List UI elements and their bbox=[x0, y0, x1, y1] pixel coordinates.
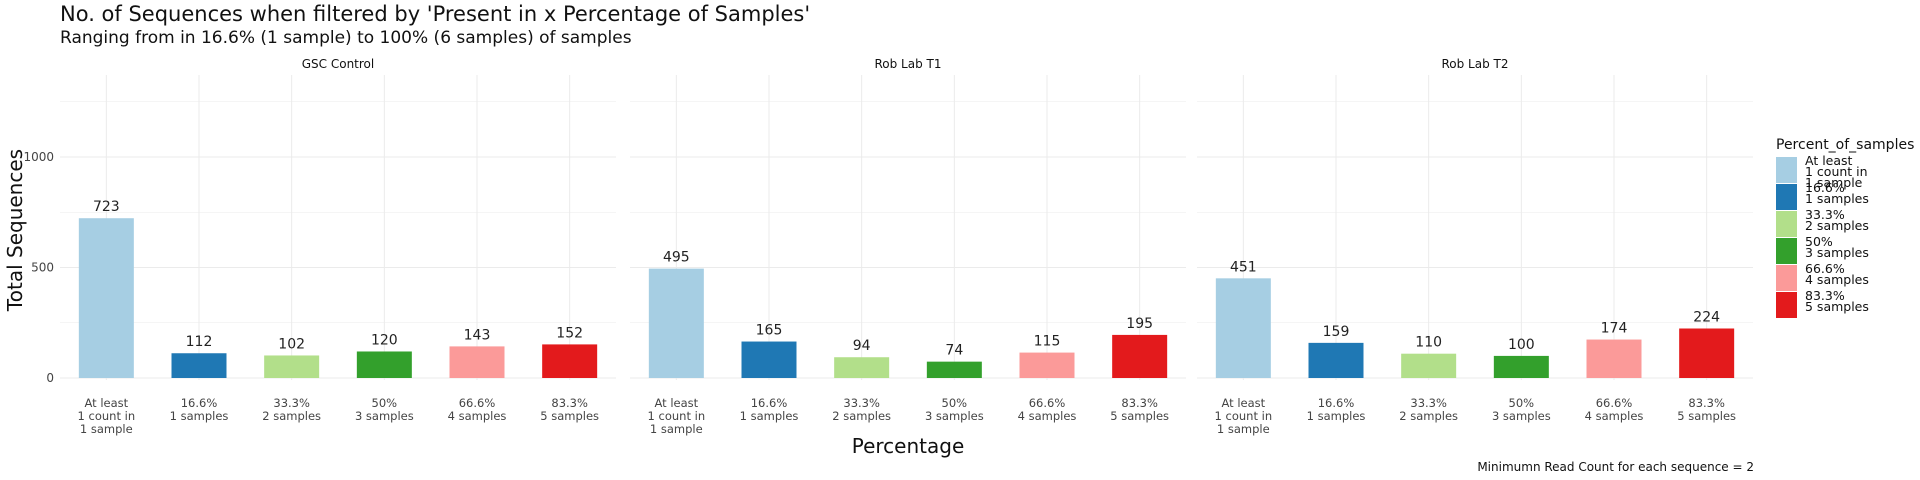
legend-key bbox=[1776, 265, 1797, 291]
y-tick-label: 500 bbox=[31, 261, 54, 275]
bar bbox=[264, 355, 320, 378]
x-tick-label: At least 1 count in 1 sample bbox=[648, 396, 706, 436]
bar bbox=[926, 361, 982, 378]
legend-item: 16.6% 1 samples bbox=[1776, 180, 1914, 211]
bar-value-label: 112 bbox=[186, 334, 213, 350]
bar bbox=[78, 218, 134, 378]
x-tick-label: 83.3% 5 samples bbox=[1110, 396, 1169, 423]
x-tick-label: 66.6% 4 samples bbox=[1585, 396, 1644, 423]
x-tick-label: 66.6% 4 samples bbox=[1018, 396, 1077, 423]
legend-label: 66.6% 4 samples bbox=[1805, 261, 1869, 287]
bar-value-label: 165 bbox=[756, 323, 783, 339]
legend-items: At least 1 count in 1 sample 16.6% 1 samp… bbox=[1776, 154, 1914, 319]
bar-value-label: 159 bbox=[1323, 324, 1350, 340]
bar bbox=[648, 268, 704, 378]
bar bbox=[449, 346, 505, 378]
x-tick-label: At least 1 count in 1 sample bbox=[78, 396, 136, 436]
x-tick-label: 33.3% 2 samples bbox=[832, 396, 891, 423]
bar bbox=[1679, 328, 1735, 378]
bar-value-label: 152 bbox=[556, 325, 583, 341]
bar-value-label: 451 bbox=[1230, 259, 1257, 275]
y-tick-label: 0 bbox=[46, 371, 54, 385]
legend-item: 83.3% 5 samples bbox=[1776, 288, 1914, 319]
bar bbox=[542, 344, 598, 378]
legend-item: At least 1 count in 1 sample bbox=[1776, 154, 1914, 189]
bar-value-label: 94 bbox=[853, 338, 871, 354]
bar bbox=[741, 341, 797, 378]
bar-value-label: 495 bbox=[663, 250, 690, 266]
legend: Percent_of_samples At least 1 count in 1… bbox=[1776, 137, 1914, 319]
bar-value-label: 115 bbox=[1034, 334, 1061, 350]
facet-strip-label: GSC Control bbox=[302, 57, 375, 71]
bar-value-label: 74 bbox=[945, 343, 963, 359]
legend-label: 83.3% 5 samples bbox=[1805, 288, 1869, 314]
bar-value-label: 102 bbox=[278, 336, 305, 352]
x-axis-title: Percentage bbox=[852, 434, 965, 458]
facet-strip-label: Rob Lab T2 bbox=[1441, 57, 1508, 71]
bar bbox=[1215, 278, 1271, 378]
bar-value-label: 195 bbox=[1126, 316, 1153, 332]
x-tick-label: 16.6% 1 samples bbox=[740, 396, 799, 423]
y-tick-label: 1000 bbox=[23, 150, 54, 164]
chart-caption: Minimumn Read Count for each sequence = … bbox=[1477, 460, 1754, 474]
x-tick-label: At least 1 count in 1 sample bbox=[1215, 396, 1273, 436]
bar-value-label: 100 bbox=[1508, 337, 1535, 353]
legend-key bbox=[1776, 292, 1797, 318]
bar bbox=[1401, 353, 1457, 378]
legend-label: At least 1 count in 1 sample bbox=[1805, 153, 1868, 190]
bar bbox=[1493, 355, 1549, 378]
legend-item: 33.3% 2 samples bbox=[1776, 207, 1914, 238]
legend-label: 33.3% 2 samples bbox=[1805, 207, 1869, 233]
x-tick-label: 33.3% 2 samples bbox=[262, 396, 321, 423]
chart-title: No. of Sequences when filtered by 'Prese… bbox=[60, 2, 811, 26]
bar bbox=[834, 357, 890, 378]
legend-key bbox=[1776, 211, 1797, 237]
legend-label: 16.6% 1 samples bbox=[1805, 180, 1869, 206]
bar bbox=[171, 353, 227, 378]
x-tick-label: 83.3% 5 samples bbox=[540, 396, 599, 423]
bar-value-label: 723 bbox=[93, 199, 120, 215]
legend-title: Percent_of_samples bbox=[1776, 137, 1915, 153]
x-tick-label: 50% 3 samples bbox=[1492, 396, 1551, 423]
bar bbox=[1586, 339, 1642, 378]
y-axis-title: Total Sequences bbox=[3, 149, 27, 312]
x-tick-label: 16.6% 1 samples bbox=[1307, 396, 1366, 423]
bar bbox=[1019, 352, 1075, 378]
x-tick-label: 16.6% 1 samples bbox=[170, 396, 229, 423]
bar-value-label: 143 bbox=[464, 327, 491, 343]
facet-strip-label: Rob Lab T1 bbox=[874, 57, 941, 71]
x-tick-label: 83.3% 5 samples bbox=[1677, 396, 1736, 423]
bar-value-label: 110 bbox=[1415, 335, 1442, 351]
legend-key bbox=[1776, 184, 1797, 210]
bar bbox=[1308, 342, 1364, 378]
bar bbox=[356, 351, 412, 378]
chart-subtitle: Ranging from in 16.6% (1 sample) to 100%… bbox=[60, 28, 632, 48]
bar bbox=[1112, 334, 1168, 378]
legend-item: 66.6% 4 samples bbox=[1776, 261, 1914, 292]
x-tick-label: 33.3% 2 samples bbox=[1399, 396, 1458, 423]
legend-key bbox=[1776, 238, 1797, 264]
bar-value-label: 224 bbox=[1693, 309, 1720, 325]
bar-value-label: 174 bbox=[1601, 321, 1628, 337]
x-tick-label: 50% 3 samples bbox=[925, 396, 984, 423]
legend-item: 50% 3 samples bbox=[1776, 234, 1914, 265]
bar-value-label: 120 bbox=[371, 332, 398, 348]
legend-label: 50% 3 samples bbox=[1805, 234, 1869, 260]
legend-key bbox=[1776, 157, 1797, 183]
x-tick-label: 66.6% 4 samples bbox=[448, 396, 507, 423]
x-tick-label: 50% 3 samples bbox=[355, 396, 414, 423]
